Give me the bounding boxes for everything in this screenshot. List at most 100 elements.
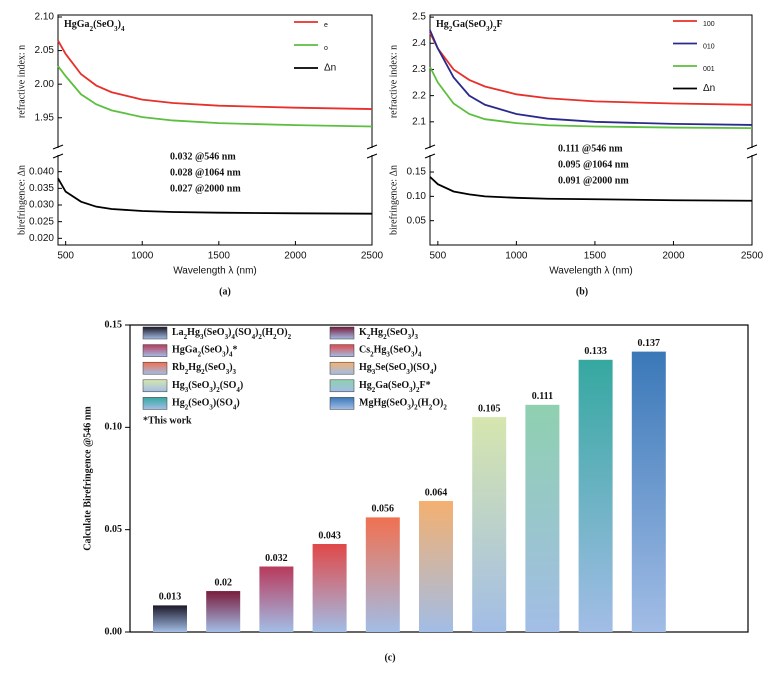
y-tick-label: 0.00	[105, 626, 123, 637]
y-tick-label: 1.95	[35, 112, 55, 123]
y-tick-label: 0.15	[105, 319, 123, 330]
y-tick-label: 2.2	[412, 90, 426, 101]
panel-title: HgGa2(SeO3)4	[64, 19, 125, 32]
bar	[578, 359, 613, 632]
series-line	[429, 32, 753, 106]
y2-axis-title: birefringence: Δn	[16, 165, 27, 235]
y-tick-label: 2.1	[412, 116, 426, 127]
legend-label: e	[324, 22, 328, 29]
bar	[153, 605, 187, 632]
value-label: 0.137	[638, 338, 661, 349]
legend-swatch	[329, 326, 355, 340]
value-label: 0.02	[214, 577, 232, 588]
x-tick-label: 1500	[584, 251, 607, 262]
y2-tick-label: 0.020	[29, 233, 54, 244]
legend-label: MgHg(SeO3)2(H2O)2	[359, 398, 447, 411]
annotation: 0.028 @1064 nm	[170, 167, 241, 178]
series-line	[57, 177, 373, 215]
value-label: 0.032	[265, 553, 288, 564]
y-tick-label: 2.4	[412, 38, 426, 49]
axis-break	[424, 153, 436, 159]
y-tick-label: 2.10	[35, 12, 55, 23]
panel-label: (a)	[219, 286, 231, 297]
x-tick-label: 2500	[361, 251, 384, 262]
x-tick-label: 1500	[208, 251, 231, 262]
legend-swatch	[142, 344, 168, 357]
legend-label: 001	[703, 66, 715, 73]
legend-swatch	[142, 361, 168, 375]
legend-label: Hg2(SeO3)(SO4)	[172, 398, 240, 411]
bar	[631, 351, 666, 632]
x-tick-label: 500	[430, 251, 447, 262]
x-tick-label: 500	[57, 251, 74, 262]
axis-break	[52, 153, 64, 159]
panel-label: (c)	[384, 652, 395, 663]
series-line	[57, 65, 373, 128]
legend-label: Rb2Hg2(SeO3)3	[172, 362, 237, 375]
series-line	[429, 29, 753, 126]
value-label: 0.133	[584, 346, 607, 357]
axis-break	[52, 144, 64, 150]
legend-swatch	[329, 361, 355, 375]
axis-break	[366, 153, 378, 159]
bar	[312, 543, 347, 632]
value-label: 0.056	[372, 504, 395, 515]
x-tick-label: 1000	[505, 251, 528, 262]
legend-label: Hg2Ga(SeO3)2F*	[359, 380, 431, 393]
legend-label: 010	[703, 44, 715, 51]
panel-title: Hg2Ga(SeO3)2F	[436, 19, 503, 32]
annotation: 0.095 @1064 nm	[558, 159, 629, 170]
y-tick-label: 2.3	[412, 64, 426, 75]
series-line	[429, 66, 753, 129]
x-axis-title: Wavelength λ (nm)	[173, 266, 257, 277]
y2-tick-label: 0.15	[407, 167, 427, 178]
legend-note: *This work	[143, 415, 192, 426]
legend-label: Hg3(SeO3)2(SO4)	[172, 380, 243, 393]
annotation: 0.111 @546 nm	[558, 143, 623, 154]
legend-label: Δn	[703, 83, 715, 94]
y-axis-title: Calculate Birefringence @546 nm	[82, 406, 93, 551]
y-tick-label: 2.5	[412, 12, 426, 23]
y-axis-title: refractive index: n	[16, 45, 27, 118]
y2-tick-label: 0.10	[407, 191, 427, 202]
x-tick-label: 2000	[662, 251, 685, 262]
axis-break	[366, 144, 378, 150]
legend-label: Hg3Se(SeO3)(SO4)	[359, 362, 437, 375]
axis-frame	[57, 14, 373, 246]
value-label: 0.043	[318, 530, 341, 541]
legend-label: o	[324, 45, 328, 52]
y-axis-title: refractive index: n	[388, 45, 399, 118]
series-line	[429, 176, 753, 202]
legend-swatch	[329, 379, 355, 393]
y2-tick-label: 0.030	[29, 200, 54, 211]
x-tick-label: 1000	[131, 251, 154, 262]
y-tick-label: 2.00	[35, 79, 55, 90]
axis-break	[746, 153, 758, 159]
annotation: 0.091 @2000 nm	[558, 175, 629, 186]
y2-tick-label: 0.05	[407, 215, 427, 226]
value-label: 0.111	[532, 391, 553, 402]
panel-label: (b)	[576, 286, 588, 297]
value-label: 0.105	[478, 403, 501, 414]
y-tick-label: 0.10	[105, 422, 123, 433]
value-label: 0.064	[425, 487, 448, 498]
y-tick-label: 0.05	[105, 524, 123, 535]
y-tick-label: 2.05	[35, 45, 55, 56]
legend-label: La2Hg3(SeO3)4(SO4)2(H2O)2	[172, 327, 292, 340]
x-axis-title: Wavelength λ (nm)	[549, 266, 633, 277]
series-line	[57, 40, 373, 110]
y2-tick-label: 0.025	[29, 216, 54, 227]
y2-tick-label: 0.035	[29, 183, 54, 194]
x-tick-label: 2500	[741, 251, 764, 262]
legend-label: HgGa2(SeO3)4*	[172, 345, 238, 358]
y2-tick-label: 0.040	[29, 166, 54, 177]
legend-swatch	[142, 397, 168, 410]
bar	[419, 501, 453, 632]
bar	[259, 566, 294, 632]
legend-swatch	[142, 326, 168, 340]
legend-label: Cs2Hg3(SeO3)4	[359, 345, 422, 358]
legend-swatch	[142, 379, 168, 393]
annotation: 0.032 @546 nm	[170, 151, 236, 162]
y2-axis-title: birefringence: Δn	[388, 165, 399, 235]
